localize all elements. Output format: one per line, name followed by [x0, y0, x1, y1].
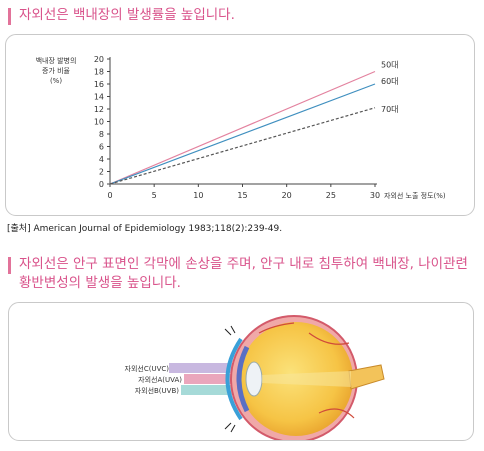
heading-accent-bar — [8, 257, 11, 274]
cornea — [225, 337, 243, 421]
y-axis-label: 증가 비율 — [42, 66, 71, 75]
y-tick-label: 16 — [94, 80, 104, 89]
eyelash-top — [224, 325, 236, 336]
y-tick-label: 10 — [94, 118, 104, 127]
x-tick-label: 0 — [107, 191, 112, 200]
series-line-60대 — [109, 83, 376, 185]
series-line-50대 — [109, 70, 376, 185]
chart-panel: 0 2 4 6 8 10 12 14 16 18 20 0 5 10 15 20 25 30 백내장 발병의 증가 비… — [5, 34, 475, 216]
series-line-70대 — [109, 107, 376, 185]
y-axis-label: 백내장 발병의 — [36, 56, 77, 65]
series-label: 70대 — [381, 105, 399, 114]
y-tick-label: 2 — [99, 168, 104, 177]
y-tick-label: 8 — [99, 130, 104, 139]
uvb-ray — [181, 385, 239, 395]
x-tick-label: 30 — [370, 191, 380, 200]
source-citation: [출처] American Journal of Epidemiology 19… — [7, 224, 283, 234]
heading-title: 자외선은 백내장의 발생률을 높입니다. — [19, 7, 235, 23]
heading-title: 자외선은 안구 표면인 각막에 손상을 주며, 안구 내로 침투하여 백내장, … — [19, 256, 468, 291]
y-tick-label: 0 — [99, 180, 104, 189]
heading-uv-cataract: 자외선은 백내장의 발생률을 높입니다. — [8, 6, 235, 25]
y-tick-label: 6 — [99, 143, 104, 152]
uvb-label: 자외선B(UVB) — [135, 386, 180, 395]
y-axis-label: (%) — [50, 77, 62, 85]
uva-label: 자외선A(UVA) — [138, 375, 182, 384]
eye-vessels — [258, 322, 355, 419]
eye-diagram-panel: 자외선C(UVC) 자외선A(UVA) 자외선B(UVB) — [8, 302, 474, 443]
y-tick-label: 4 — [99, 155, 104, 164]
y-tick-label: 14 — [94, 93, 104, 102]
uvc-ray — [169, 363, 233, 373]
uva-ray — [184, 374, 262, 384]
series-label: 50대 — [381, 61, 399, 70]
lens — [245, 361, 263, 397]
y-tick-label: 20 — [94, 55, 104, 64]
x-axis-label: 자외선 노출 정도(%) — [384, 191, 446, 200]
iris — [236, 345, 250, 413]
heading-accent-bar — [8, 8, 11, 25]
x-tick-label: 10 — [193, 191, 203, 200]
x-tick-label: 20 — [282, 191, 292, 200]
eyelash-bottom — [224, 422, 236, 433]
y-tick-label: 12 — [94, 105, 104, 114]
series-label: 60대 — [381, 77, 399, 86]
heading-uv-damage: 자외선은 안구 표면인 각막에 손상을 주며, 안구 내로 침투하여 백내장, … — [8, 255, 478, 293]
light-beam — [262, 371, 351, 387]
x-tick-label: 15 — [237, 191, 247, 200]
uvc-label: 자외선C(UVC) — [125, 364, 170, 373]
eye-diagram: 자외선C(UVC) 자외선A(UVA) 자외선B(UVB) — [125, 315, 385, 443]
x-tick-label: 25 — [326, 191, 336, 200]
y-tick-label: 18 — [94, 68, 104, 77]
x-tick-label: 5 — [152, 191, 157, 200]
